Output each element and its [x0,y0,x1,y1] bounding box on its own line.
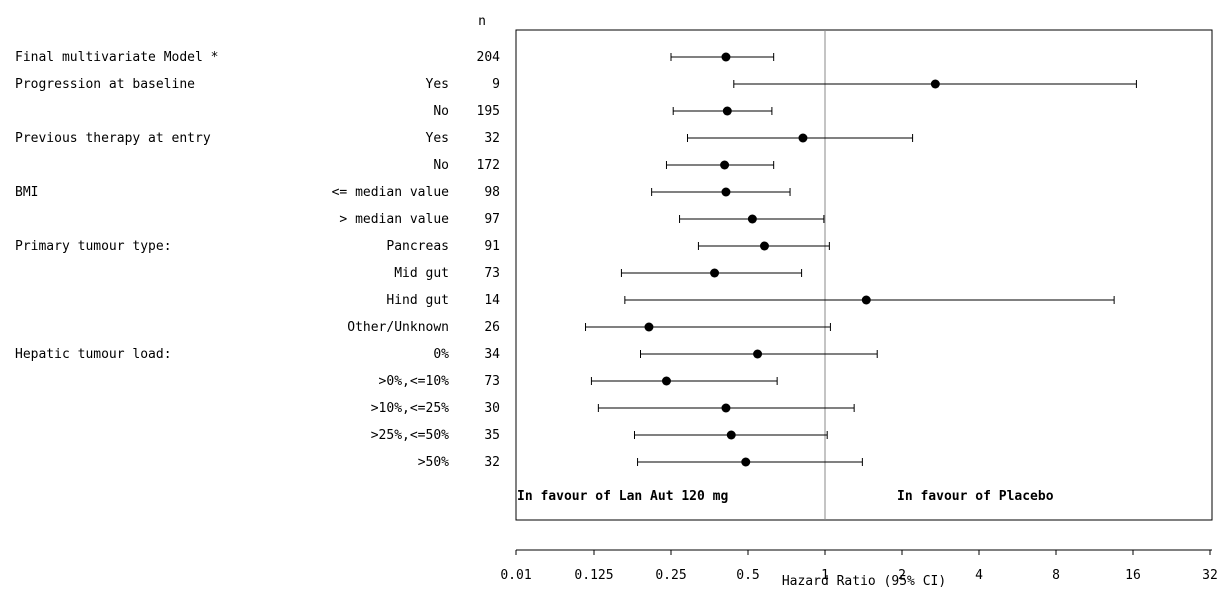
hazard-ratio-point [710,268,720,278]
row-n-value: 35 [484,428,500,443]
row-n-value: 97 [484,212,500,227]
row-n-value: 73 [484,266,500,281]
hazard-ratio-marks [585,52,1137,467]
row-subgroup-label: Pancreas [386,239,449,254]
row-subgroup-label: >0%,<=10% [379,374,450,389]
row-subgroup-label: <= median value [332,185,450,200]
row-n-value: 98 [484,185,500,200]
row-n-value: 195 [477,104,500,119]
plot-border [515,29,1213,521]
row-subgroup-label: Other/Unknown [347,320,449,335]
hazard-ratio-point [721,52,731,62]
row-n-value: 32 [484,131,500,146]
hazard-ratio-point [753,349,763,359]
row-group-label: Final multivariate Model * [15,50,219,65]
favour-left-label: In favour of Lan Aut 120 mg [517,489,728,504]
hazard-ratio-point [930,79,940,89]
x-tick-label: 2 [898,568,906,583]
row-n-value: 172 [477,158,500,173]
row-group-label: Progression at baseline [15,77,195,92]
x-tick-label: 0.25 [655,568,686,583]
x-tick-label: 32 [1202,568,1218,583]
row-n-value: 26 [484,320,500,335]
hazard-ratio-point [741,457,751,467]
hazard-ratio-point [661,376,671,386]
n-column-header: n [478,14,486,29]
hazard-ratio-point [722,106,732,116]
hazard-ratio-point [721,403,731,413]
hazard-ratio-point [644,322,654,332]
plot-frame [515,29,1213,521]
row-subgroup-label: >10%,<=25% [371,401,449,416]
hazard-ratio-point [720,160,730,170]
row-group-label: Hepatic tumour load: [15,347,172,362]
row-subgroup-label: Mid gut [394,266,449,281]
hazard-ratio-point [759,241,769,251]
x-tick-label: 0.01 [500,568,531,583]
row-labels: Final multivariate Model * 204 Progression… [15,50,500,470]
x-axis: 0.01 0.125 0.25 0.5 1 2 4 8 16 32 [500,549,1218,583]
x-tick-label: 4 [975,568,983,583]
row-subgroup-label: No [433,104,449,119]
x-tick-label: 16 [1125,568,1141,583]
row-n-value: 32 [484,455,500,470]
x-tick-label: 8 [1052,568,1060,583]
row-subgroup-label: No [433,158,449,173]
favour-right-label: In favour of Placebo [897,489,1054,504]
row-group-label: Previous therapy at entry [15,131,211,146]
row-subgroup-label: Yes [426,131,449,146]
x-tick-label: 0.125 [574,568,613,583]
row-group-label: BMI [15,185,38,200]
row-n-value: 34 [484,347,500,362]
x-axis-title: Hazard Ratio (95% CI) [782,574,946,589]
row-n-value: 14 [484,293,500,308]
row-group-label: Primary tumour type: [15,239,172,254]
row-n-value: 73 [484,374,500,389]
row-n-value: 204 [477,50,501,65]
hazard-ratio-point [798,133,808,143]
row-n-value: 91 [484,239,500,254]
row-n-value: 30 [484,401,500,416]
hazard-ratio-point [861,295,871,305]
row-subgroup-label: > median value [339,212,449,227]
x-tick-label: 0.5 [736,568,759,583]
x-tick-label: 1 [821,568,829,583]
row-subgroup-label: >50% [418,455,449,470]
row-subgroup-label: Yes [426,77,449,92]
row-subgroup-label: >25%,<=50% [371,428,449,443]
row-subgroup-label: Hind gut [386,293,449,308]
hazard-ratio-point [726,430,736,440]
hazard-ratio-point [721,187,731,197]
hazard-ratio-point [747,214,757,224]
row-n-value: 9 [492,77,500,92]
row-subgroup-label: 0% [433,347,449,362]
